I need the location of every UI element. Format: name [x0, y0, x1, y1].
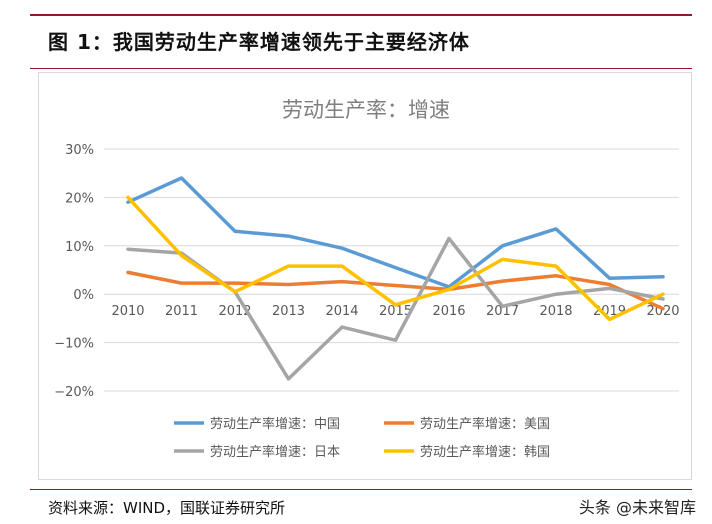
source-note: 资料来源：WIND，国联证券研究所 — [48, 499, 286, 517]
y-tick-label: 30% — [65, 143, 94, 158]
series-line-4 — [126, 195, 665, 322]
x-tick-label: 2010 — [111, 304, 144, 319]
legend-label: 劳动生产率增速：韩国 — [420, 444, 550, 460]
title-rule — [30, 68, 692, 69]
x-tick-label: 2014 — [325, 304, 358, 319]
top-rule — [30, 14, 692, 16]
legend-label: 劳动生产率增速：中国 — [210, 416, 340, 432]
y-tick-label: −10% — [54, 337, 94, 352]
bottom-rule — [30, 489, 692, 490]
series-line-1 — [126, 176, 665, 289]
x-tick-label: 2016 — [432, 304, 465, 319]
figure-title: 图 1：我国劳动生产率增速领先于主要经济体 — [48, 30, 470, 54]
chart-title: 劳动生产率：增速 — [282, 98, 450, 122]
y-tick-label: 10% — [65, 240, 94, 255]
y-tick-label: 0% — [73, 288, 94, 303]
x-tick-label: 2018 — [539, 304, 572, 319]
series-line-2 — [126, 270, 665, 311]
x-tick-label: 2013 — [272, 304, 305, 319]
chart-frame: 劳动生产率：增速 30% 20% 10% 0% −10% −20% 2010 2011 2012 2… — [38, 72, 692, 480]
watermark: 头条 @未来智库 — [578, 498, 696, 517]
x-tick-label: 2015 — [379, 304, 412, 319]
x-tick-label: 2017 — [486, 304, 519, 319]
x-tick-label: 2011 — [165, 304, 198, 319]
y-tick-label: 20% — [65, 191, 94, 206]
x-tick-label: 2020 — [646, 304, 679, 319]
y-tick-label: −20% — [54, 385, 94, 400]
legend-label: 劳动生产率增速：日本 — [210, 444, 340, 460]
legend-label: 劳动生产率增速：美国 — [420, 416, 550, 432]
